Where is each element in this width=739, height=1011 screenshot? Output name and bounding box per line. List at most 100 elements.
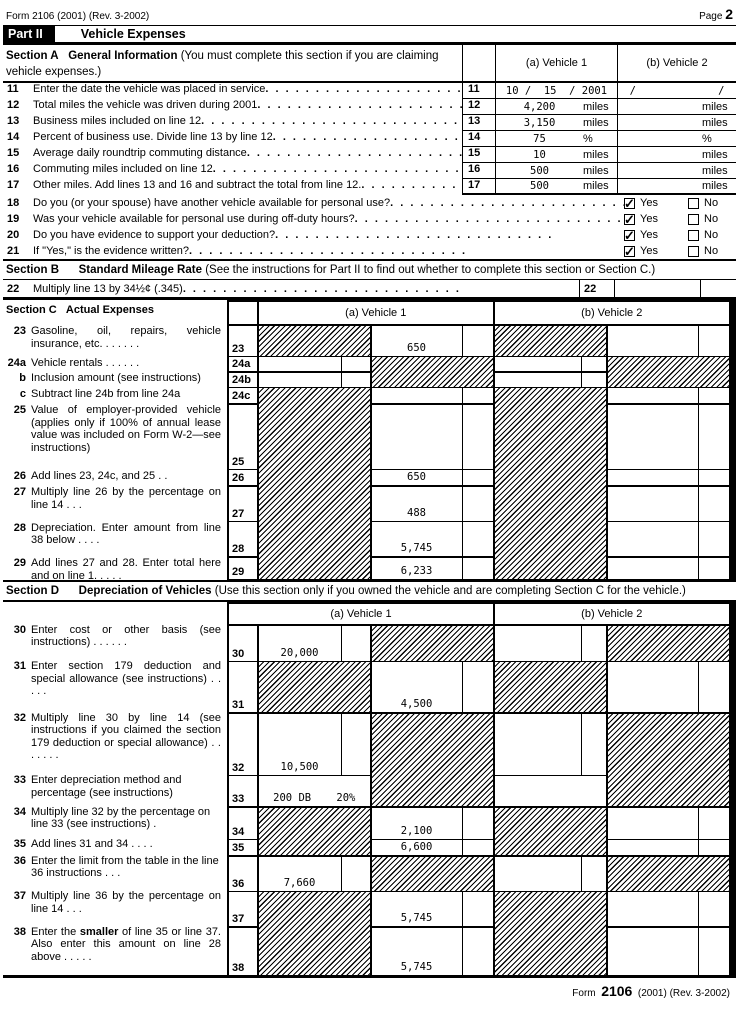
line-22-cents-field[interactable] xyxy=(701,280,736,297)
line28-v2-amount[interactable] xyxy=(607,522,698,556)
cents-field[interactable] xyxy=(342,372,370,387)
vehicle2-date-field[interactable]: / / xyxy=(629,85,725,97)
cents-field[interactable] xyxy=(699,522,729,556)
cents-field[interactable] xyxy=(342,357,370,371)
vehicle2-field[interactable]: miles xyxy=(702,101,728,113)
dot-leader xyxy=(273,131,462,147)
cents-field[interactable] xyxy=(463,388,493,403)
line23-v2-amount[interactable] xyxy=(607,325,698,356)
cents-field[interactable] xyxy=(699,892,729,926)
cents-field[interactable] xyxy=(463,557,493,579)
line26-v1-amount[interactable]: 650 xyxy=(371,470,462,485)
vehicle1-date-field[interactable]: 10 / 15 / 2001 xyxy=(496,83,618,98)
row-14: 14 Percent of business use. Divide line 1… xyxy=(3,131,736,147)
cents-field[interactable] xyxy=(582,713,606,775)
no-checkbox[interactable] xyxy=(688,245,699,257)
cents-field[interactable] xyxy=(699,486,729,521)
no-checkbox[interactable] xyxy=(688,213,699,225)
cents-field[interactable] xyxy=(463,840,493,855)
line24c-v2-amount[interactable] xyxy=(607,388,698,403)
line32-v2-amount[interactable] xyxy=(494,713,581,775)
no-checkbox[interactable] xyxy=(688,229,699,241)
line25-v2-amount[interactable] xyxy=(607,404,698,469)
cents-field[interactable] xyxy=(463,892,493,926)
cents-field[interactable] xyxy=(699,470,729,485)
section-a-title: Section A General Information (You must … xyxy=(6,50,439,78)
line32-v1-amount[interactable]: 10,500 xyxy=(258,713,341,775)
line23-v1-amount[interactable]: 650 xyxy=(371,325,462,356)
line24a-v2-amount[interactable] xyxy=(494,357,581,371)
cents-field[interactable] xyxy=(463,807,493,839)
row-19: 19 Was your vehicle available for person… xyxy=(3,211,736,227)
line38-v1-amount[interactable]: 5,745 xyxy=(371,927,462,975)
line36-v1-amount[interactable]: 7,660 xyxy=(258,856,341,891)
vehicle1-field[interactable]: 75% xyxy=(496,131,618,146)
line37-v1-amount[interactable]: 5,745 xyxy=(371,892,462,926)
line38-v2-amount[interactable] xyxy=(607,927,698,975)
vehicle-columns-header: (a) Vehicle 1 (b) Vehicle 2 xyxy=(462,45,736,81)
line34-v2-amount[interactable] xyxy=(607,807,698,839)
line24c-v1-amount[interactable] xyxy=(371,388,462,403)
cents-field[interactable] xyxy=(463,927,493,975)
cents-field[interactable] xyxy=(463,470,493,485)
cents-field[interactable] xyxy=(582,372,606,387)
line28-v1-amount[interactable]: 5,745 xyxy=(371,522,462,556)
line30-v2-amount[interactable] xyxy=(494,625,581,661)
line24b-v2-amount[interactable] xyxy=(494,372,581,387)
vehicle1-field[interactable]: 3,150 miles xyxy=(496,115,618,130)
line33-v2-method[interactable] xyxy=(494,776,606,806)
line24a-v1-amount[interactable] xyxy=(258,357,341,371)
cents-field[interactable] xyxy=(582,625,606,661)
cents-field[interactable] xyxy=(699,840,729,855)
cents-field[interactable] xyxy=(463,325,493,356)
cents-field[interactable] xyxy=(342,856,370,891)
line29-v2-amount[interactable] xyxy=(607,557,698,579)
cents-field[interactable] xyxy=(699,807,729,839)
yes-checkbox[interactable]: ✓ xyxy=(624,243,635,259)
yes-checkbox[interactable]: ✓ xyxy=(624,195,635,211)
line34-v1-amount[interactable]: 2,100 xyxy=(371,807,462,839)
vehicle2-field[interactable]: miles xyxy=(702,180,728,192)
line36-v2-amount[interactable] xyxy=(494,856,581,891)
vehicle1-field[interactable]: 10 miles xyxy=(496,147,618,162)
cents-field[interactable] xyxy=(699,557,729,579)
line26-v2-amount[interactable] xyxy=(607,470,698,485)
cents-field[interactable] xyxy=(463,662,493,712)
vehicle2-field[interactable]: miles xyxy=(702,117,728,129)
cents-field[interactable] xyxy=(699,662,729,712)
cents-field[interactable] xyxy=(463,522,493,556)
line35-v2-amount[interactable] xyxy=(607,840,698,855)
cents-field[interactable] xyxy=(699,388,729,403)
line25-v1-amount[interactable] xyxy=(371,404,462,469)
cents-field[interactable] xyxy=(699,325,729,356)
cents-field[interactable] xyxy=(463,486,493,521)
cents-field[interactable] xyxy=(699,927,729,975)
line35-v1-amount[interactable]: 6,600 xyxy=(371,840,462,855)
vehicle1-field[interactable]: 4,200 miles xyxy=(496,99,618,114)
line31-v2-amount[interactable] xyxy=(607,662,698,712)
cents-field[interactable] xyxy=(582,856,606,891)
vehicle1-field[interactable]: 500 miles xyxy=(496,163,618,178)
yes-checkbox[interactable]: ✓ xyxy=(624,211,635,227)
vehicle1-field[interactable]: 500 miles xyxy=(496,179,618,193)
row-22: 22 Multiply line 13 by 34½¢ (.345) 22 xyxy=(3,279,736,300)
line37-v2-amount[interactable] xyxy=(607,892,698,926)
line29-v1-amount[interactable]: 6,233 xyxy=(371,557,462,579)
vehicle2-field[interactable]: miles xyxy=(702,165,728,177)
cents-field[interactable] xyxy=(582,357,606,371)
cents-field[interactable] xyxy=(342,625,370,661)
line33-v1-method[interactable]: 200 DB 20% xyxy=(258,776,370,806)
no-checkbox[interactable] xyxy=(688,197,699,209)
line30-v1-amount[interactable]: 20,000 xyxy=(258,625,341,661)
cents-field[interactable] xyxy=(342,713,370,775)
line24b-v1-amount[interactable] xyxy=(258,372,341,387)
line-22-amount-field[interactable] xyxy=(615,280,701,297)
vehicle2-field[interactable]: % xyxy=(702,133,712,145)
line27-v1-amount[interactable]: 488 xyxy=(371,486,462,521)
line31-v1-amount[interactable]: 4,500 xyxy=(371,662,462,712)
vehicle2-field[interactable]: miles xyxy=(702,149,728,161)
line27-v2-amount[interactable] xyxy=(607,486,698,521)
cents-field[interactable] xyxy=(699,404,729,469)
yes-checkbox[interactable]: ✓ xyxy=(624,227,635,243)
cents-field[interactable] xyxy=(463,404,493,469)
